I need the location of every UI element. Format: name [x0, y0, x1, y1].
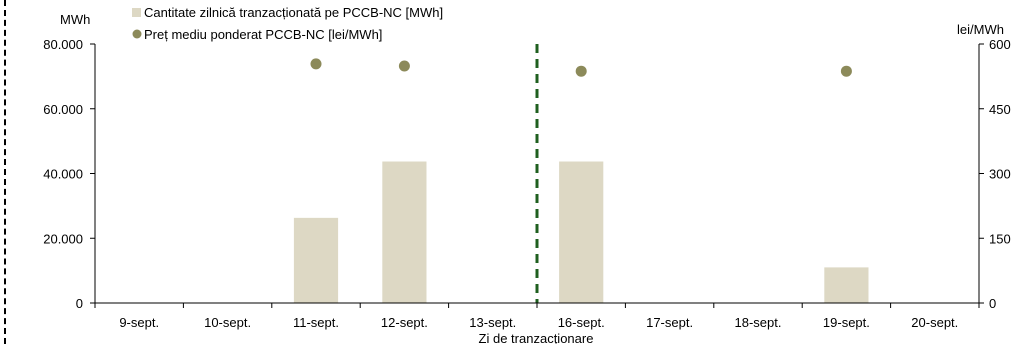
y-right-tick-label: 450 [989, 102, 1011, 117]
x-axis-title: Zi de tranzacționare [479, 331, 594, 344]
point-19-sept. [840, 65, 852, 77]
y-left-tick-label: 80.000 [43, 37, 83, 52]
x-tick-label: 10-sept. [204, 315, 251, 330]
bar-16-sept. [559, 161, 604, 303]
bar-19-sept. [824, 267, 869, 303]
x-tick-label: 16-sept. [558, 315, 605, 330]
y-right-axis-title: lei/MWh [957, 22, 1004, 37]
bar-12-sept. [382, 161, 427, 303]
axes: 0 0 20.000 150 40.000 300 60.000 450 80.000 600 9-… [43, 37, 1010, 330]
bar-series [293, 161, 869, 303]
y-right-tick-label: 300 [989, 167, 1011, 182]
page-left-border [4, 0, 6, 344]
x-tick-label: 13-sept. [469, 315, 516, 330]
x-tick-label: 19-sept. [823, 315, 870, 330]
x-tick-label: 11-sept. [293, 315, 339, 330]
x-tick-label: 12-sept. [381, 315, 428, 330]
y-left-tick-label: 0 [76, 296, 83, 311]
y-right-tick-label: 150 [989, 231, 1011, 246]
bar-11-sept. [293, 217, 339, 303]
y-left-tick-label: 60.000 [43, 102, 83, 117]
y-right-tick-label: 600 [989, 37, 1011, 52]
legend-marker-swatch [132, 29, 142, 39]
y-left-tick-label: 20.000 [43, 231, 83, 246]
x-tick-label: 9-sept. [119, 315, 159, 330]
point-11-sept. [310, 58, 322, 70]
legend: Cantitate zilnică tranzacționată pe PCCB… [132, 5, 443, 42]
x-tick-label: 18-sept. [735, 315, 782, 330]
y-left-tick-label: 40.000 [43, 167, 83, 182]
legend-marker-label: Preț mediu ponderat PCCB-NC [lei/MWh] [144, 27, 382, 42]
x-tick-label: 20-sept. [911, 315, 958, 330]
point-16-sept. [575, 65, 587, 77]
x-tick-label: 17-sept. [646, 315, 693, 330]
legend-bar-swatch [132, 8, 141, 17]
y-right-tick-label: 0 [989, 296, 996, 311]
marker-series [310, 58, 852, 77]
legend-bar-label: Cantitate zilnică tranzacționată pe PCCB… [144, 5, 443, 20]
point-12-sept. [398, 60, 410, 72]
y-left-axis-title: MWh [60, 12, 90, 27]
